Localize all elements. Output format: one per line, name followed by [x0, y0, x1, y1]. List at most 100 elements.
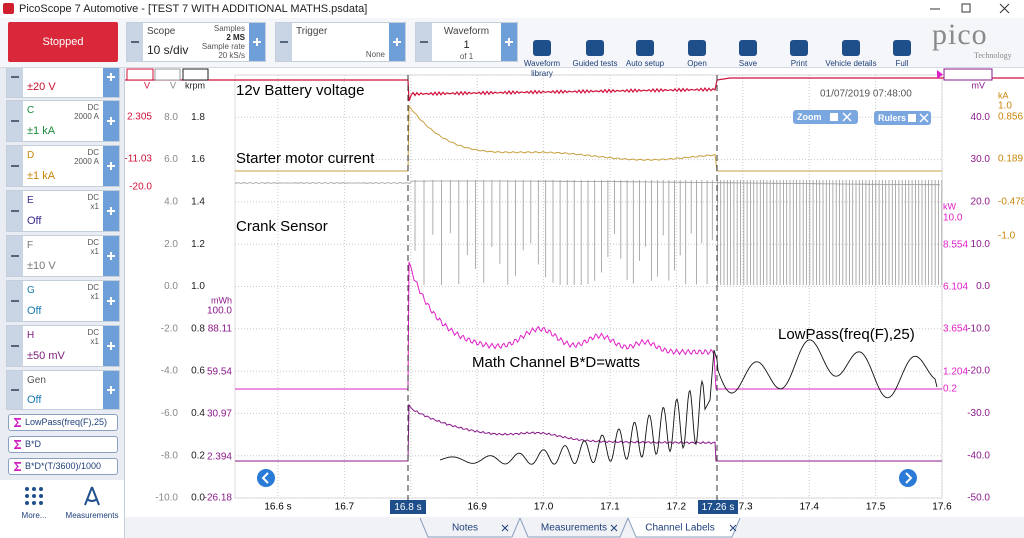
zoom-badge[interactable]: Zoom: [793, 110, 858, 124]
axis-tick-label: -4.0: [161, 366, 179, 377]
toolbar-button[interactable]: Save: [721, 40, 775, 69]
nav-prev[interactable]: [257, 469, 275, 487]
axis-tick-label: 1.204: [943, 367, 968, 378]
gen-name: Gen: [27, 375, 46, 386]
badge-bg: [793, 110, 858, 124]
tab[interactable]: Measurements: [519, 517, 629, 538]
channel-coupling: DC: [87, 103, 99, 112]
tab-shape: [519, 517, 629, 538]
axis-tick-label: 1.0: [998, 101, 1012, 112]
plus-button[interactable]: [389, 23, 405, 61]
plus-button[interactable]: [103, 281, 119, 321]
axis-tick-label: -6.0: [161, 408, 179, 419]
measurements-label[interactable]: Measurements: [65, 511, 119, 520]
toolbar-icon: [790, 40, 808, 56]
gen-card[interactable]: Gen Off: [6, 370, 120, 410]
minus-button[interactable]: [7, 101, 23, 141]
rulers-badge[interactable]: Rulers: [874, 111, 931, 125]
maximize[interactable]: [961, 3, 971, 13]
ruler-marker[interactable]: [698, 500, 738, 514]
channel-card[interactable]: F DC x1 ±10 V: [6, 235, 120, 277]
math-channel[interactable]: LowPass(freq(F),25): [8, 414, 118, 431]
channel-card[interactable]: E DC x1 Off: [6, 190, 120, 232]
nav-circle: [257, 469, 275, 487]
x-tick-label: 17.3: [733, 502, 753, 513]
tab-close[interactable]: [610, 524, 618, 532]
ruler-marker[interactable]: [390, 500, 426, 514]
axis-unit: V: [170, 80, 176, 90]
channel-card[interactable]: C DC 2000 A ±1 kA: [6, 100, 120, 142]
plus-button[interactable]: [103, 371, 119, 409]
axis-unit: kW: [943, 201, 957, 211]
minus-button[interactable]: [7, 146, 23, 186]
axis-tick-label: 6.104: [943, 282, 968, 293]
axis-unit: mWh: [211, 295, 232, 305]
logo-sub: Technology: [974, 51, 1012, 60]
scope-label: Scope: [147, 26, 176, 37]
channel-card[interactable]: ±20 V: [6, 68, 120, 98]
measurements-icon[interactable]: [82, 485, 102, 507]
minus-button[interactable]: [276, 23, 292, 61]
toolbar-button-label: Full: [895, 59, 909, 68]
minus-button[interactable]: [416, 23, 432, 61]
plus-button[interactable]: [103, 326, 119, 366]
tab-label: Channel Labels: [645, 523, 715, 534]
window-controls[interactable]: [920, 0, 1024, 18]
ruler-label: 17.26 s: [702, 502, 735, 513]
axis-header-box: [126, 68, 154, 81]
plus-button[interactable]: [103, 101, 119, 141]
plus-button[interactable]: [501, 23, 517, 61]
math-channel[interactable]: B*D*(T/3600)/1000: [8, 458, 118, 475]
tab-label: Notes: [452, 523, 478, 534]
channel-card[interactable]: D DC 2000 A ±1 kA: [6, 145, 120, 187]
more-label[interactable]: More...: [21, 511, 47, 520]
toolbar-button[interactable]: Print: [772, 40, 826, 69]
channel-range: ±1 kA: [27, 170, 56, 182]
samples-label: Samples: [213, 24, 245, 33]
plus-button[interactable]: [103, 191, 119, 231]
minus-button[interactable]: [7, 236, 23, 276]
channel-card[interactable]: H DC x1 ±50 mV: [6, 325, 120, 367]
toolbar-button[interactable]: Vehicle details: [824, 40, 878, 69]
minus-button[interactable]: [7, 281, 23, 321]
logo: pico: [932, 18, 988, 51]
toolbar-button[interactable]: Auto setup: [618, 40, 672, 69]
axis-tick-label: -40.0: [967, 450, 990, 461]
plus-button[interactable]: [103, 236, 119, 276]
toolbar-icon: [688, 40, 706, 56]
minus-button[interactable]: [7, 326, 23, 366]
tab-close[interactable]: [729, 524, 737, 532]
minus-button[interactable]: [7, 68, 23, 97]
plus-button[interactable]: [103, 146, 119, 186]
close[interactable]: [999, 3, 1010, 14]
math-channel[interactable]: B*D: [8, 436, 118, 453]
toolbar-button[interactable]: Guided tests: [568, 40, 622, 69]
axis-unit: kA: [998, 90, 1009, 100]
tab[interactable]: Channel Labels: [627, 517, 741, 538]
axis-tick-label: 2.394: [207, 452, 232, 463]
axis-marker: [937, 70, 943, 79]
axis-tick-label: -26.18: [204, 493, 233, 504]
toolbar-button[interactable]: Waveform library: [515, 40, 569, 79]
axis-tick-label: 8.0: [164, 112, 178, 123]
axis-tick-label: 20.0: [971, 197, 991, 208]
minus-button[interactable]: [7, 371, 23, 409]
toolbar-button[interactable]: Open: [670, 40, 724, 69]
axis-header-box: [943, 68, 993, 81]
minus-button[interactable]: [7, 191, 23, 231]
more-icon[interactable]: [24, 486, 44, 506]
channel-range: ±20 V: [27, 81, 56, 93]
minus-button[interactable]: [127, 23, 143, 61]
toolbar-button[interactable]: Full: [875, 40, 929, 69]
plus-button[interactable]: [103, 68, 119, 97]
x-tick-label: 17.2: [667, 502, 687, 513]
samples: 2 MS: [226, 33, 245, 42]
tab-close[interactable]: [501, 524, 509, 532]
stopped-button[interactable]: Stopped: [8, 22, 118, 62]
axis-header-box: [154, 68, 181, 81]
sidebar-footer: More... Measurements: [0, 480, 125, 538]
tab[interactable]: Notes: [419, 517, 521, 538]
channel-card[interactable]: G DC x1 Off: [6, 280, 120, 322]
plus-button[interactable]: [249, 23, 265, 61]
nav-next[interactable]: [899, 469, 917, 487]
